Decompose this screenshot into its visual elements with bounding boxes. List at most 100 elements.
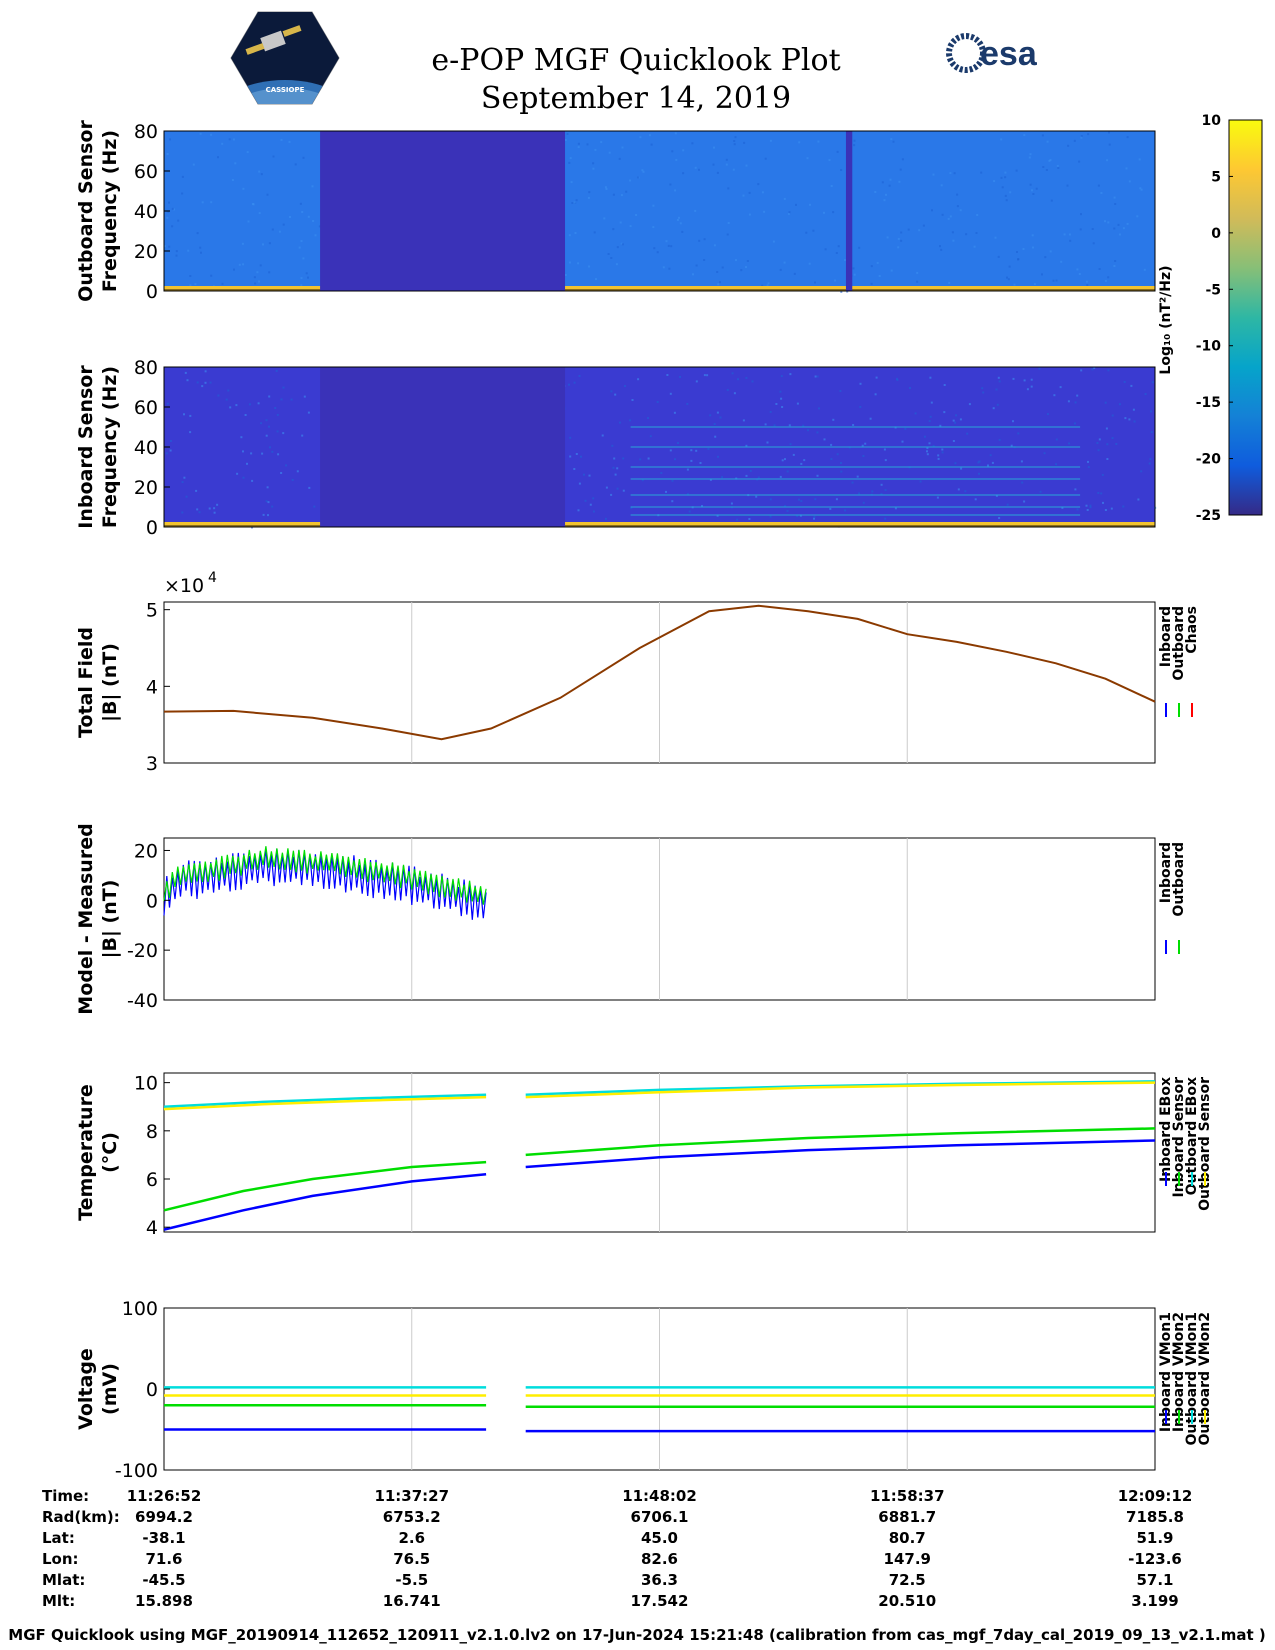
spectrogram-speckle <box>923 435 926 438</box>
spectrogram-speckle <box>861 444 864 447</box>
spectrogram-speckle <box>931 209 933 212</box>
spectrogram-speckle <box>788 424 791 427</box>
spectrogram-speckle <box>1073 139 1076 142</box>
spectrogram-background <box>164 131 1155 291</box>
y-axis-label: Model - Measured <box>75 823 97 1014</box>
spectrogram-speckle <box>574 232 577 234</box>
y-tick-label: 4 <box>146 676 158 698</box>
spectrogram-speckle <box>1004 171 1007 174</box>
spectrogram-speckle <box>605 486 608 489</box>
spectrogram-speckle <box>909 387 911 389</box>
spectrogram-speckle <box>941 448 944 451</box>
spectrogram-speckle <box>622 489 625 492</box>
spectrogram-speckle <box>573 468 576 470</box>
spectrogram-speckle <box>604 186 607 189</box>
spectrogram-speckle <box>265 500 268 503</box>
legend-entry: Chaos <box>1184 606 1200 654</box>
spectrogram-speckle <box>652 226 655 229</box>
spectrogram-speckle <box>1122 227 1125 230</box>
ephemeris-cell: 80.7 <box>889 1529 926 1547</box>
spectrogram-speckle <box>953 172 956 175</box>
spectrogram-speckle <box>783 197 786 200</box>
exponent-power: 4 <box>208 570 217 586</box>
spectrogram-speckle <box>1087 133 1090 136</box>
spectrogram-speckle <box>761 191 764 194</box>
spectrogram-speckle <box>1101 473 1104 476</box>
spectrogram-speckle <box>1092 242 1095 245</box>
spectrogram-speckle <box>610 257 613 259</box>
y-tick-label: -40 <box>127 990 158 1012</box>
spectrogram-speckle <box>611 444 614 447</box>
spectrogram-speckle <box>570 181 573 184</box>
spectrogram-speckle <box>592 162 595 165</box>
spectrogram-speckle <box>1013 283 1016 286</box>
spectrogram-speckle <box>592 510 595 513</box>
ephemeris-row-label: Lat: <box>42 1529 75 1547</box>
spectrogram-speckle <box>584 499 587 502</box>
spectrogram-speckle <box>616 467 619 470</box>
spectrogram-speckle <box>256 271 259 274</box>
spectrogram-speckle <box>175 250 178 253</box>
y-tick-label: 20 <box>134 477 158 499</box>
spectrogram-speckle <box>789 373 792 376</box>
ephemeris-cell: 11:48:02 <box>622 1487 697 1505</box>
spectrogram-speckle <box>1128 180 1131 183</box>
spectrogram-speckle <box>656 401 659 403</box>
ephemeris-cell: 82.6 <box>641 1550 678 1568</box>
spectrogram-speckle <box>1032 193 1035 195</box>
spectrogram-speckle <box>1113 265 1116 267</box>
spectrogram-speckle <box>1006 276 1008 279</box>
spectrogram-speckle <box>968 403 971 406</box>
spectrogram-speckle <box>928 420 931 423</box>
spectrogram-speckle <box>699 462 702 464</box>
spectrogram-speckle <box>898 180 901 183</box>
spectrogram-speckle <box>192 163 195 166</box>
spectrogram-speckle <box>800 462 803 465</box>
spectrogram-speckle <box>580 455 582 458</box>
spectrogram-speckle <box>1096 442 1099 444</box>
spectrogram-speckle <box>569 157 572 160</box>
spectrogram-speckle <box>948 281 951 284</box>
spectrogram-speckle <box>593 231 596 234</box>
spectrogram-speckle <box>814 281 816 284</box>
series-line <box>163 1160 487 1212</box>
spectrogram-speckle <box>621 243 624 246</box>
spectrogram-speckle <box>780 397 783 400</box>
spectrogram-speckle <box>978 460 981 463</box>
spectrogram-speckle <box>730 502 733 505</box>
spectrogram-speckle <box>1007 278 1010 281</box>
spectrogram-speckle <box>928 442 931 445</box>
spectrogram-speckle <box>1026 388 1029 391</box>
spectrogram-speckle <box>803 459 806 462</box>
spectrogram-speckle <box>695 449 698 452</box>
spectrogram-speckle <box>954 462 957 465</box>
spectrogram-speckle <box>1074 488 1077 491</box>
spectrogram-speckle <box>817 140 820 143</box>
colorbar-tick-label: -25 <box>1196 508 1221 524</box>
spectrogram-speckle <box>784 505 787 507</box>
spectrogram-speckle <box>631 399 634 401</box>
ephemeris-cell: 71.6 <box>145 1550 182 1568</box>
spectrogram-speckle <box>318 225 321 228</box>
spectrogram-speckle <box>926 453 929 456</box>
spectrogram-speckle <box>577 262 580 265</box>
spectrogram-speckle <box>201 201 204 204</box>
spectrogram-speckle <box>199 132 202 135</box>
spectrogram-speckle <box>629 225 632 228</box>
spectrogram-speckle <box>652 204 655 207</box>
spectrogram-speckle <box>665 240 668 243</box>
spectrogram-speckle <box>673 411 676 414</box>
series-line <box>525 1081 1156 1099</box>
spectrogram-speckle <box>717 283 720 286</box>
spectrogram-speckle <box>1140 470 1143 473</box>
spectrogram-speckle <box>1108 143 1111 146</box>
esa-logo-text: esa <box>980 35 1038 73</box>
y-tick-label: 10 <box>134 1073 158 1095</box>
spectrogram-speckle <box>1030 378 1033 381</box>
spectrogram-speckle <box>198 511 201 514</box>
spectrogram-speckle <box>809 203 811 206</box>
y-tick-label: 100 <box>122 1298 158 1320</box>
colorbar: 10 5 0 -5 -10 -15 -20 -25 Log₁₀ (nT²/Hz) <box>1158 113 1263 524</box>
spectrogram-speckle <box>607 253 610 255</box>
ephemeris-cell: 57.1 <box>1136 1571 1173 1589</box>
